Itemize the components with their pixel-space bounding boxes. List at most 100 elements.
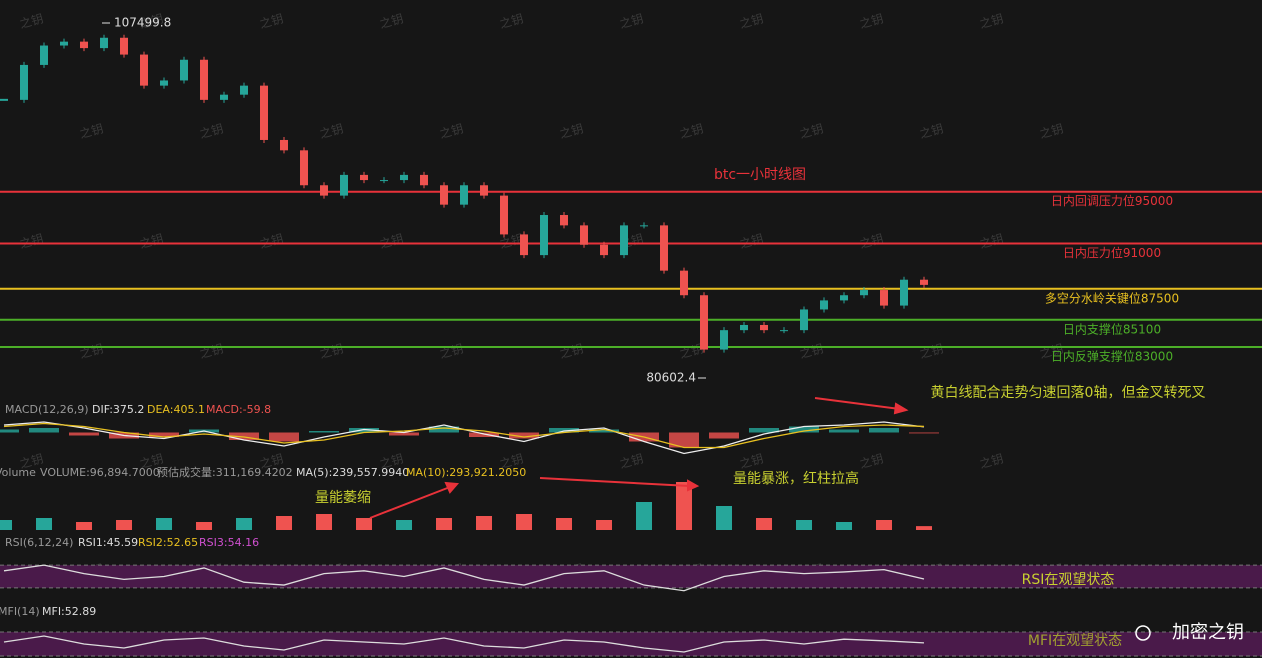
watermark: 之钥 [438,342,465,362]
watermark: 之钥 [78,122,105,142]
volume-bar [716,506,732,530]
candle [280,139,288,151]
watermark: 之钥 [858,12,885,32]
candle [640,225,648,227]
volume-bar [236,518,252,530]
annotation: MFI在观望状态 [1028,633,1122,649]
watermark: 之钥 [378,452,405,472]
candle [20,64,28,100]
macd-bar [749,428,779,433]
volume-bar [476,516,492,530]
macd-bar [469,432,499,437]
watermark: 之钥 [258,232,285,252]
watermark: 之钥 [738,452,765,472]
level-label: 日内回调压力位95000 [1051,193,1173,208]
macd-bar [29,428,59,433]
watermark: 之钥 [558,342,585,362]
candle [180,59,188,81]
volume-estimate: 预估成交量:311,169.4202 [157,465,293,479]
volume-bar [156,518,172,530]
volume-bar [756,518,772,530]
watermark: 之钥 [138,232,165,252]
watermark: 之钥 [978,12,1005,32]
watermark: 之钥 [678,122,705,142]
annotation: RSI在观望状态 [1022,572,1115,588]
candle [900,279,908,306]
watermark: 之钥 [198,342,225,362]
watermark: 之钥 [138,12,165,32]
watermark: 之钥 [318,122,345,142]
watermark: 之钥 [978,232,1005,252]
watermark: 之钥 [378,232,405,252]
volume-bar [556,518,572,530]
candle [320,185,328,196]
candle [680,270,688,296]
macd-bar [829,429,859,433]
macd-bar [309,431,339,433]
macd-header: MACD(12,26,9) [5,403,89,416]
watermark: 之钥 [798,122,825,142]
candle [0,98,8,101]
watermark: 之钥 [498,452,525,472]
watermark: 之钥 [918,122,945,142]
volume-bar [676,482,692,530]
candle [400,174,408,181]
volume-bar [36,518,52,530]
candle [760,324,768,331]
macd-bar [149,432,179,437]
macd-bar [589,429,619,433]
candle [580,225,588,245]
dif-line [3,421,925,455]
brand-icon [1135,625,1151,641]
watermark: 之钥 [798,342,825,362]
volume-bar [436,518,452,530]
volume-header: Volume [0,466,36,479]
volume-value: VOLUME:96,894.7000 [40,466,160,479]
candle [380,180,388,182]
macd-bar [429,426,459,433]
watermark: 之钥 [138,452,165,472]
chart-title: btc一小时线图 [714,167,806,183]
macd-bar [869,428,899,433]
volume-bar [876,520,892,530]
candle [200,59,208,100]
mfi-value: MFI:52.89 [42,605,96,618]
candle [480,185,488,196]
volume-bar [916,526,932,530]
candle [60,41,68,46]
dea-line [3,422,925,449]
candle [220,94,228,100]
watermark: 之钥 [858,452,885,472]
candle [540,215,548,256]
candle [140,54,148,86]
candle [240,85,248,95]
macd-bar [669,432,699,448]
watermark: 之钥 [18,12,45,32]
mfi-header: MFI(14) [0,605,40,618]
arrows [369,397,909,519]
candle [660,225,668,271]
volume-bar [636,502,652,530]
annotation: 量能萎缩 [315,490,371,506]
macd-bar [709,432,739,439]
candle [560,215,568,226]
macd-bar [269,432,299,442]
macd-bar [789,426,819,433]
watermark: 之钥 [498,12,525,32]
candle [920,279,928,285]
candle [780,330,788,332]
watermark: 之钥 [738,232,765,252]
volume-bar [596,520,612,530]
macd-bar [509,432,539,439]
volume-ma5: MA(5):239,557.9940 [296,466,409,479]
candle [160,80,168,86]
level-label: 日内压力位91000 [1063,245,1161,260]
watermark: 之钥 [378,12,405,32]
volume-bar [396,520,412,530]
candle [520,234,528,256]
macd-bar [549,428,579,433]
candle [840,295,848,301]
candle [100,37,108,49]
macd-value: MACD:-59.8 [206,403,271,416]
